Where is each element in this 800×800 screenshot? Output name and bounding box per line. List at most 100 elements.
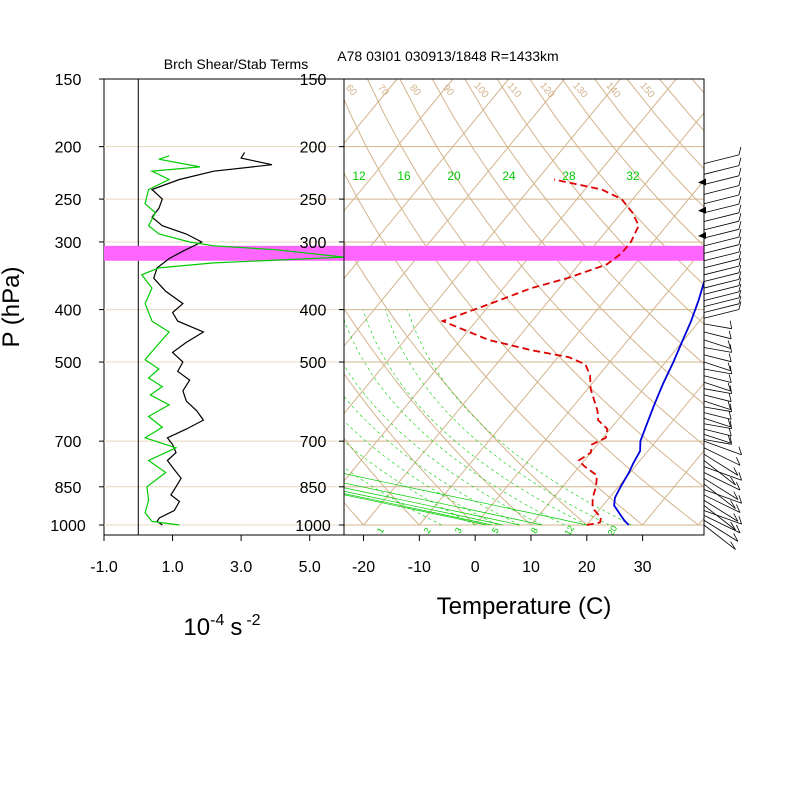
left-y-tick-label: 1000 (50, 518, 86, 535)
wind-barb-staff (703, 505, 736, 531)
mixing-ratio-label: 24 (502, 169, 516, 183)
wind-barb (698, 221, 742, 240)
skewt-x-tick-label: 0 (471, 559, 480, 576)
mixing-ratio-line (344, 318, 565, 526)
wind-barb (703, 411, 732, 420)
wind-barb-feather (728, 374, 732, 383)
wind-barb (703, 264, 742, 282)
wind-barb-feather (738, 167, 742, 176)
dry-adiabat-label: 100 (471, 80, 490, 100)
wind-barb-feather (738, 264, 742, 273)
wind-barb-feather (727, 382, 731, 392)
wind-barb-feather (729, 403, 732, 412)
wind-barb (703, 494, 741, 513)
isotherm-line (344, 79, 621, 415)
wind-barb-feather (733, 513, 739, 522)
wind-barb (703, 393, 732, 403)
wind-barb (703, 381, 731, 392)
left-x-tick-label: 3.0 (230, 559, 252, 576)
wind-barb-feather (728, 393, 732, 402)
isotherm-line (344, 79, 510, 280)
dry-adiabat-line (344, 98, 699, 526)
wind-barb-staff (703, 388, 732, 394)
moist-adiabat-label: 8 (529, 526, 540, 535)
wind-barb-feather (733, 467, 739, 476)
wind-barb-feather (733, 491, 739, 500)
dry-adiabat-label: 90 (440, 83, 456, 99)
wind-barb-staff (703, 489, 742, 504)
skewt-x-tick-label: 10 (522, 559, 540, 576)
wind-barb-feather (738, 229, 742, 238)
wind-barb (703, 361, 731, 372)
dry-adiabat-label: 70 (375, 83, 391, 99)
left-y-tick-label: 700 (55, 434, 82, 451)
wind-barb-flag (698, 178, 706, 186)
wind-barb (703, 204, 742, 222)
isotherm-line (0, 79, 174, 525)
dry-adiabat-label: 60 (343, 83, 359, 99)
isotherm-line (0, 79, 230, 525)
wind-barb-feather (738, 204, 742, 213)
wind-barb-feather (727, 418, 731, 428)
mixing-ratio-label: 16 (397, 169, 411, 183)
dry-adiabat-label: 140 (603, 80, 622, 100)
x-unit-s-exp: -2 (246, 612, 260, 629)
skewt-y-tick-label: 200 (300, 140, 327, 157)
wind-barb (703, 289, 742, 308)
mixing-ratio-line (344, 441, 476, 526)
wind-barb (703, 385, 732, 394)
wind-barb-feather (738, 244, 742, 253)
wind-barb-staff (703, 279, 739, 289)
wind-barb-staff (703, 494, 741, 513)
wind-barb (703, 353, 732, 363)
left-grid (104, 79, 344, 535)
skewt-title: A78 03I01 030913/1848 R=1433km (337, 48, 558, 64)
dry-adiabat-line (691, 79, 704, 94)
mixing-ratio-label: 28 (562, 169, 576, 183)
wind-barb-staff (703, 309, 739, 319)
isotherm-line (586, 382, 704, 526)
wind-barb-staff (703, 375, 732, 383)
left-y-tick-label: 200 (55, 140, 82, 157)
wind-barb-staff (703, 323, 732, 330)
left-y-tick-label: 150 (55, 72, 82, 89)
dry-adiabat-line (464, 79, 704, 365)
wind-barb-staff (703, 203, 739, 214)
skewt-x-tick-label: 30 (634, 559, 652, 576)
wind-barb-staff (703, 339, 731, 349)
wind-barb-feather (738, 515, 742, 525)
wind-barb (703, 460, 736, 486)
left-y-tick-label: 300 (55, 235, 82, 252)
wind-barb-staff (703, 244, 739, 254)
dry-adiabat-line (366, 79, 704, 488)
wind-barb-staff (703, 447, 741, 466)
wind-barb-staff (703, 478, 739, 500)
wind-barb-feather (738, 177, 742, 186)
wind-barb (698, 167, 742, 186)
wind-barb (703, 244, 742, 262)
skewt-y-tick-label: 700 (300, 434, 327, 451)
skewt-plot-frame (343, 78, 705, 536)
wind-barb-staff (703, 220, 739, 231)
wind-barb-staff (703, 381, 731, 392)
wind-barb (703, 505, 736, 531)
wind-barb-staff (703, 460, 736, 486)
moist-adiabat-label: 2 (422, 526, 433, 535)
wind-barb (703, 499, 739, 522)
wind-barb-staff (703, 185, 739, 195)
wind-barb (703, 271, 742, 289)
wind-barb-staff (703, 394, 732, 403)
wind-barb-feather (727, 362, 731, 371)
wind-barb-staff (703, 354, 732, 363)
dry-adiabat-line (344, 437, 420, 526)
isotherm-line (418, 179, 704, 526)
wind-barb-feather (736, 457, 741, 466)
wind-barb-feather (738, 277, 742, 286)
mixing-ratio-label: 12 (352, 169, 366, 183)
left-series-1-line (140, 155, 344, 526)
left-x-axis-label: 10-4 s -2 (183, 612, 260, 641)
wind-barb-staff (703, 236, 739, 247)
wind-barb-staff (703, 423, 732, 429)
dry-adiabat-line (399, 79, 704, 446)
wind-barb-feather (729, 420, 732, 429)
